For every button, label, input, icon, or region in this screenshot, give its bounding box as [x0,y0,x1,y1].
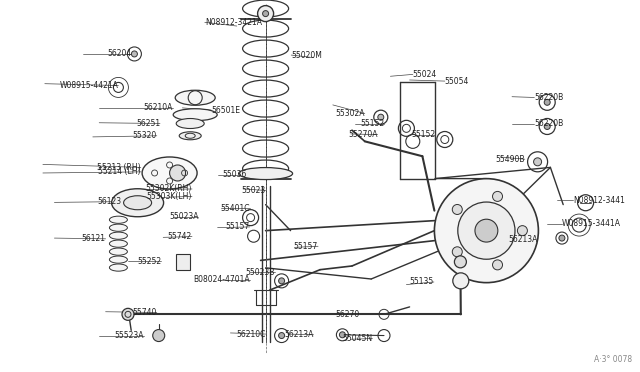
Text: W08915-4421A: W08915-4421A [60,81,118,90]
Circle shape [435,179,538,283]
Text: 55252: 55252 [137,257,161,266]
Circle shape [278,278,285,284]
Ellipse shape [175,90,215,105]
Text: 56210C: 56210C [236,330,266,339]
Circle shape [493,192,502,201]
Circle shape [453,273,468,289]
Circle shape [452,247,462,257]
Text: 55036: 55036 [222,170,246,179]
Text: B08024-4701A: B08024-4701A [193,275,250,284]
Ellipse shape [173,109,217,121]
Circle shape [170,165,186,181]
Text: 56251: 56251 [136,119,160,128]
Text: N08912-3441: N08912-3441 [573,196,625,205]
Text: 56220B: 56220B [534,93,564,102]
Ellipse shape [111,189,164,217]
Text: 55020M: 55020M [291,51,322,60]
Ellipse shape [142,157,197,189]
Circle shape [454,256,467,268]
Ellipse shape [179,132,201,140]
Circle shape [544,124,550,129]
Text: 55023: 55023 [241,186,266,195]
Text: 56213A: 56213A [508,235,538,244]
Text: 56220B: 56220B [534,119,564,128]
Circle shape [493,260,502,270]
Text: 55490B: 55490B [495,155,525,164]
Text: 56270: 56270 [335,310,360,319]
Text: 55270A: 55270A [348,130,378,139]
Text: 55023A: 55023A [169,212,198,221]
Circle shape [458,202,515,259]
Ellipse shape [109,216,127,223]
Text: 55213 (RH): 55213 (RH) [97,163,141,172]
Text: 55320: 55320 [132,131,157,140]
Circle shape [262,10,269,17]
Text: 55152: 55152 [360,119,384,128]
Circle shape [122,308,134,320]
Circle shape [517,226,527,235]
Text: 55024: 55024 [413,70,437,79]
Text: 56121: 56121 [82,234,106,243]
Text: 55054: 55054 [445,77,469,86]
Circle shape [378,114,384,120]
Circle shape [131,51,138,57]
Ellipse shape [109,264,127,271]
Ellipse shape [124,196,152,210]
Text: 55523A: 55523A [115,331,144,340]
Text: W08915-3441A: W08915-3441A [562,219,621,228]
Circle shape [452,205,462,215]
Text: 55303K(LH): 55303K(LH) [147,192,192,201]
Text: 55045N: 55045N [342,334,372,343]
Text: 55023B: 55023B [246,268,275,277]
Text: 55152: 55152 [411,130,435,139]
Text: 56501E: 56501E [211,106,240,115]
Circle shape [534,158,541,166]
Circle shape [559,235,565,241]
Ellipse shape [109,248,127,255]
Text: 56210A: 56210A [143,103,173,112]
Text: 55401C: 55401C [220,204,250,213]
Circle shape [153,330,164,341]
Text: 55157: 55157 [294,242,318,251]
Text: 56213A: 56213A [284,330,314,339]
Text: 55740: 55740 [132,308,157,317]
Text: 55302A: 55302A [335,109,365,118]
Bar [177,254,191,270]
Text: A·3° 0078: A·3° 0078 [594,355,632,364]
Text: N08912-3421A: N08912-3421A [205,18,262,27]
Ellipse shape [109,224,127,231]
Circle shape [257,6,274,22]
Circle shape [475,219,498,242]
Text: 55157: 55157 [225,222,250,231]
Ellipse shape [176,119,204,128]
Ellipse shape [109,240,127,247]
Ellipse shape [239,167,292,180]
Ellipse shape [109,256,127,263]
Circle shape [278,333,285,339]
Circle shape [339,332,346,338]
Text: 56204: 56204 [107,49,131,58]
Ellipse shape [109,232,127,239]
Text: 56123: 56123 [97,197,122,206]
Text: 55302K(RH): 55302K(RH) [146,185,192,193]
Text: 55214 (LH): 55214 (LH) [99,167,141,176]
Circle shape [544,99,550,105]
Text: 55742: 55742 [168,232,192,241]
Text: 55135: 55135 [410,278,434,286]
